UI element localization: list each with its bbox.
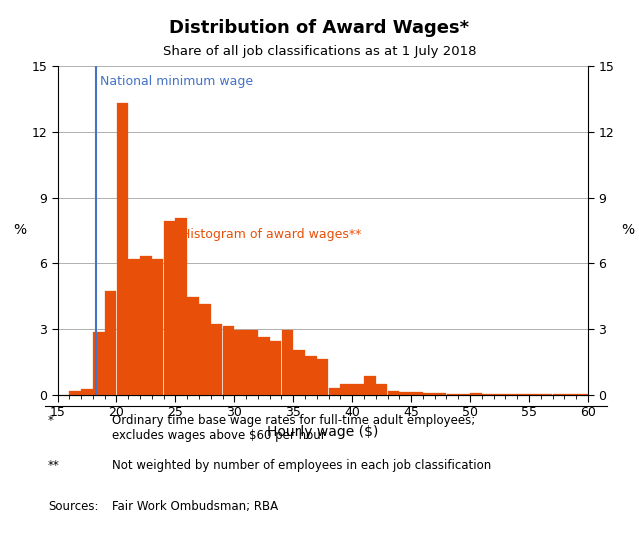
Bar: [576, 394, 588, 395]
Text: National minimum wage: National minimum wage: [100, 75, 254, 88]
Bar: [564, 394, 576, 395]
Bar: [376, 384, 387, 395]
Bar: [199, 304, 211, 395]
Bar: [116, 103, 128, 395]
Bar: [81, 389, 93, 395]
Bar: [176, 219, 187, 395]
Text: Fair Work Ombudsman; RBA: Fair Work Ombudsman; RBA: [112, 500, 278, 513]
Bar: [93, 332, 105, 395]
Bar: [187, 297, 199, 395]
Bar: [364, 376, 376, 395]
Bar: [128, 259, 140, 395]
Text: Not weighted by number of employees in each job classification: Not weighted by number of employees in e…: [112, 459, 491, 473]
Text: **: **: [48, 459, 59, 473]
Text: Histogram of award wages**: Histogram of award wages**: [181, 229, 362, 241]
Bar: [211, 323, 222, 395]
Bar: [70, 391, 81, 395]
Bar: [470, 393, 482, 395]
Bar: [235, 330, 246, 395]
Text: Share of all job classifications as at 1 July 2018: Share of all job classifications as at 1…: [163, 45, 476, 59]
Bar: [517, 394, 529, 395]
Text: *: *: [48, 414, 54, 427]
Bar: [494, 394, 505, 395]
Bar: [152, 259, 164, 395]
Bar: [164, 221, 175, 395]
Bar: [246, 330, 258, 395]
Bar: [140, 256, 151, 395]
Bar: [105, 291, 116, 395]
Bar: [388, 391, 399, 395]
Bar: [541, 394, 553, 395]
Bar: [258, 337, 270, 395]
Text: Ordinary time base wage rates for full-time adult employees;
excludes wages abov: Ordinary time base wage rates for full-t…: [112, 414, 475, 442]
Bar: [305, 357, 317, 395]
Text: Sources:: Sources:: [48, 500, 98, 513]
Y-axis label: %: %: [622, 224, 635, 237]
Bar: [399, 392, 411, 395]
Bar: [222, 326, 235, 395]
Bar: [282, 330, 293, 395]
Bar: [352, 384, 364, 395]
Bar: [435, 393, 447, 395]
Y-axis label: %: %: [13, 224, 27, 237]
Bar: [411, 392, 423, 395]
X-axis label: Hourly wage ($): Hourly wage ($): [267, 425, 378, 439]
Bar: [458, 394, 470, 395]
Bar: [293, 350, 305, 395]
Bar: [341, 384, 352, 395]
Bar: [505, 394, 517, 395]
Bar: [529, 394, 541, 395]
Bar: [553, 394, 564, 395]
Bar: [482, 394, 493, 395]
Bar: [447, 394, 458, 395]
Bar: [270, 341, 281, 395]
Bar: [328, 388, 341, 395]
Bar: [423, 393, 435, 395]
Bar: [317, 359, 328, 395]
Text: Distribution of Award Wages*: Distribution of Award Wages*: [169, 19, 470, 38]
